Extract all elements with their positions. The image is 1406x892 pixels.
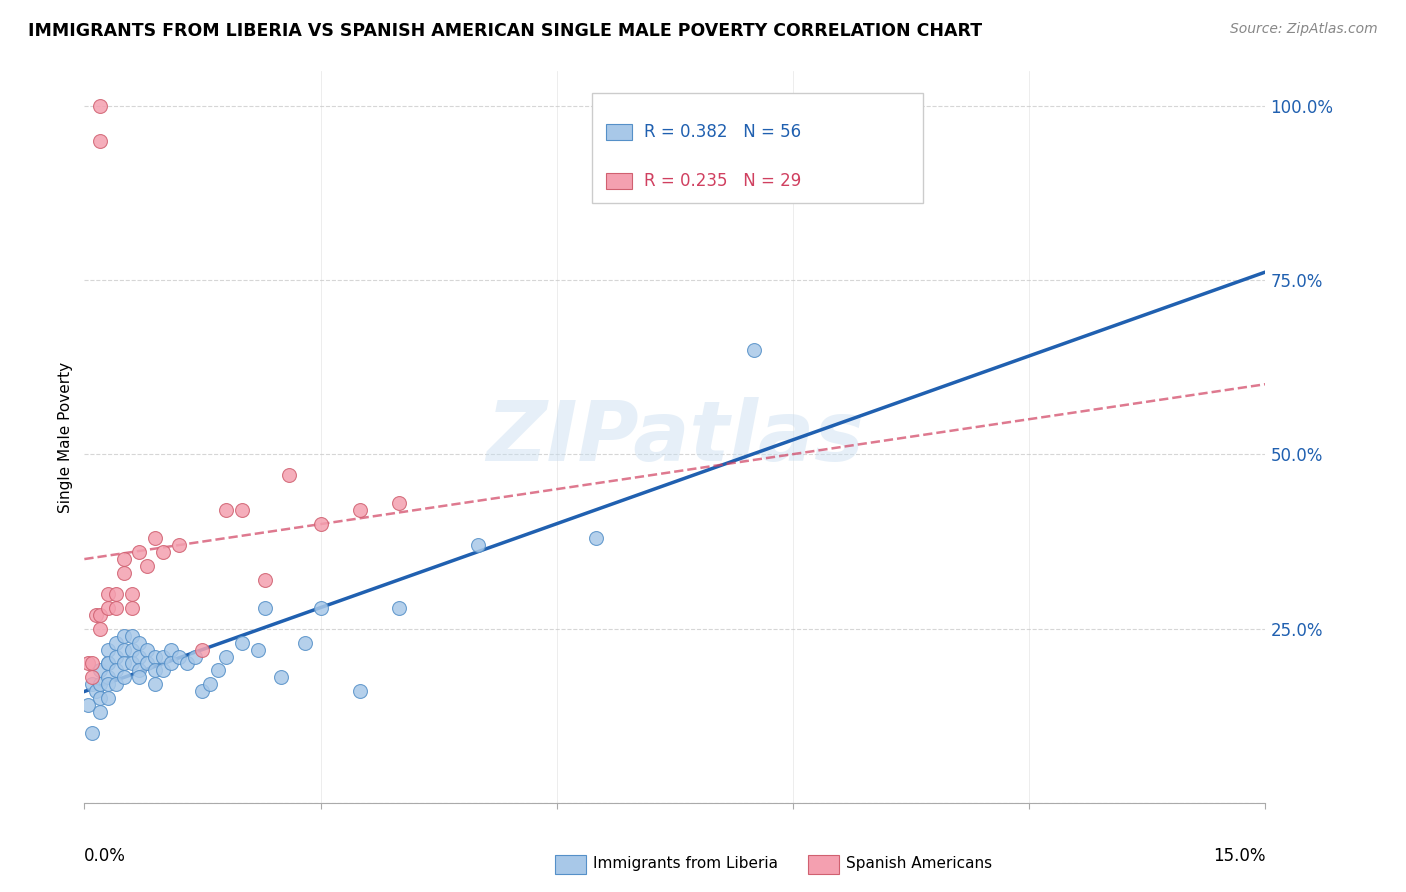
Point (89, 705, 111, 719)
Point (104, 649, 127, 664)
Point (309, 517, 332, 532)
Point (349, 684, 371, 698)
Text: IMMIGRANTS FROM LIBERIA VS SPANISH AMERICAN SINGLE MALE POVERTY CORRELATION CHAR: IMMIGRANTS FROM LIBERIA VS SPANISH AMERI… (28, 22, 983, 40)
Point (309, 600, 332, 615)
Point (183, 649, 205, 664)
Point (270, 670, 292, 684)
Point (128, 635, 150, 649)
Point (128, 670, 150, 684)
Point (143, 677, 166, 691)
Point (112, 642, 135, 657)
Text: 0.0%: 0.0% (84, 847, 127, 864)
Point (97, 677, 120, 691)
Point (104, 664, 127, 678)
Point (112, 552, 135, 566)
Point (294, 635, 316, 649)
Point (104, 600, 127, 615)
FancyBboxPatch shape (592, 94, 922, 203)
Point (128, 664, 150, 678)
Point (136, 657, 159, 671)
Point (121, 657, 143, 671)
Point (167, 649, 190, 664)
Point (349, 503, 371, 517)
FancyBboxPatch shape (606, 124, 633, 140)
Point (191, 684, 214, 698)
Point (104, 677, 127, 691)
Point (467, 538, 489, 552)
Point (112, 657, 135, 671)
Point (388, 600, 411, 615)
Point (207, 664, 229, 678)
Point (121, 642, 143, 657)
Text: Spanish Americans: Spanish Americans (846, 856, 993, 871)
Point (112, 629, 135, 643)
Point (128, 545, 150, 559)
Point (97, 691, 120, 706)
Point (89, 664, 111, 678)
Point (215, 649, 238, 664)
Point (388, 496, 411, 510)
Point (89, 691, 111, 706)
Point (231, 503, 253, 517)
FancyBboxPatch shape (606, 173, 633, 189)
Point (136, 642, 159, 657)
Point (152, 664, 174, 678)
Point (200, 677, 222, 691)
Point (89, 134, 111, 148)
Point (89, 607, 111, 622)
Text: 15.0%: 15.0% (1213, 847, 1265, 864)
Point (84, 607, 107, 622)
Point (585, 531, 607, 545)
Point (112, 566, 135, 580)
Point (278, 468, 301, 483)
Point (160, 657, 183, 671)
Point (89, 622, 111, 636)
Point (121, 629, 143, 643)
Point (143, 531, 166, 545)
Point (121, 600, 143, 615)
Point (160, 642, 183, 657)
Point (82, 657, 104, 671)
Text: R = 0.235   N = 29: R = 0.235 N = 29 (644, 172, 801, 190)
Point (89, 677, 111, 691)
Point (143, 649, 166, 664)
Y-axis label: Single Male Poverty: Single Male Poverty (58, 361, 73, 513)
Text: Source: ZipAtlas.com: Source: ZipAtlas.com (1230, 22, 1378, 37)
Point (104, 635, 127, 649)
Point (742, 343, 765, 357)
Point (254, 600, 277, 615)
Point (121, 587, 143, 601)
Point (89, 99, 111, 113)
Point (191, 642, 214, 657)
Point (112, 670, 135, 684)
Point (152, 649, 174, 664)
Point (246, 642, 269, 657)
Point (176, 657, 198, 671)
Point (97, 657, 120, 671)
Text: Immigrants from Liberia: Immigrants from Liberia (593, 856, 779, 871)
Point (82, 670, 104, 684)
Point (167, 538, 190, 552)
Point (136, 558, 159, 573)
Point (84, 684, 107, 698)
Point (97, 587, 120, 601)
Point (97, 642, 120, 657)
Point (97, 670, 120, 684)
Point (82, 726, 104, 740)
Point (231, 635, 253, 649)
Point (82, 677, 104, 691)
Text: R = 0.382   N = 56: R = 0.382 N = 56 (644, 123, 801, 141)
Point (77, 698, 100, 713)
Point (254, 573, 277, 587)
Point (104, 587, 127, 601)
Point (152, 545, 174, 559)
Point (77, 657, 100, 671)
Text: ZIPatlas: ZIPatlas (486, 397, 863, 477)
Point (215, 503, 238, 517)
Point (128, 649, 150, 664)
Point (143, 664, 166, 678)
Point (97, 600, 120, 615)
Point (97, 657, 120, 671)
